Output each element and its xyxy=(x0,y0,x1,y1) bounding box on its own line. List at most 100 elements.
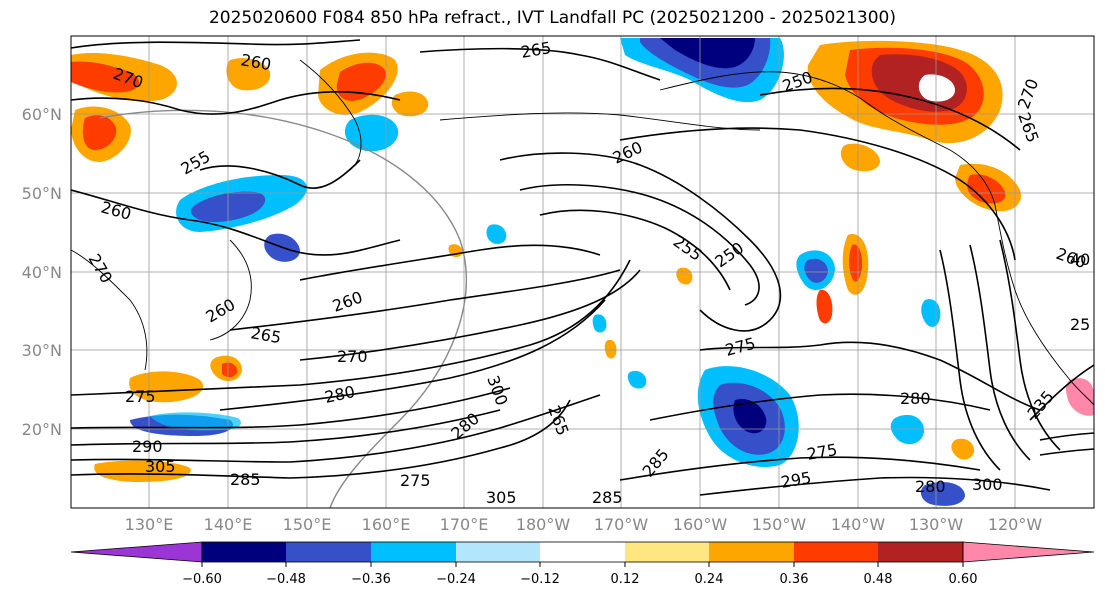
shade-alaska-white-hole xyxy=(918,74,955,102)
coast-alaska xyxy=(659,71,996,206)
shade-baja-blue xyxy=(920,482,965,506)
lon-label: 160°E xyxy=(362,515,411,534)
colorbar-tick-labels: −0.60 −0.48 −0.36 −0.24 −0.12 0.12 0.24 … xyxy=(182,572,977,587)
contour-eastpac-vertical-1 xyxy=(939,249,1001,471)
contour-250-east xyxy=(759,87,1021,151)
lon-label: 120°W xyxy=(988,515,1043,534)
contour-coast-1 xyxy=(1039,432,1094,441)
contour-305 xyxy=(71,399,571,479)
contour-295-east xyxy=(699,476,1051,496)
shade-mexico-pink xyxy=(1065,378,1094,416)
colorbar-tick-label: 0.60 xyxy=(949,572,978,587)
shade-philippine-orange xyxy=(129,371,204,403)
colorbar-tick-label: −0.24 xyxy=(436,572,476,587)
coast-japan xyxy=(209,239,252,341)
contour-285-east xyxy=(619,456,981,481)
contour-label: 270 xyxy=(337,347,368,366)
contour-label: 25 xyxy=(1070,315,1090,334)
lat-label: 60°N xyxy=(22,105,62,124)
lon-label: 160°W xyxy=(673,515,728,534)
contour-260-mid xyxy=(299,244,601,281)
lon-label: 150°E xyxy=(283,515,332,534)
shade-kuril-blue xyxy=(344,114,399,152)
shade-philippine-lightblue xyxy=(150,412,241,431)
contour-255-kamchatka xyxy=(199,159,361,189)
colorbar-extend-right xyxy=(962,541,1095,563)
colorbar-tick-label: −0.48 xyxy=(266,572,306,587)
contour-trough-1 xyxy=(499,152,782,332)
shade-sakhalin-orange xyxy=(226,58,271,91)
coast-aleutians xyxy=(439,112,761,131)
contour-eastpac-vertical-2 xyxy=(969,244,1031,461)
lon-label: 180°W xyxy=(516,515,571,534)
lon-label: 130°W xyxy=(909,515,964,534)
lat-label: 50°N xyxy=(22,184,62,203)
contour-eastpac-vertical-3 xyxy=(999,239,1061,451)
shade-hawaii-navy xyxy=(733,398,767,434)
colorbar-tick-label: −0.60 xyxy=(182,572,222,587)
contour-label: 275 xyxy=(400,471,431,490)
lon-label: 150°W xyxy=(752,515,807,534)
shade-sw-blue xyxy=(890,414,925,445)
contour-trough-3 xyxy=(539,209,731,291)
colorbar-segment xyxy=(878,542,963,562)
contour-trough-2 xyxy=(519,184,760,306)
contour-label: 305 xyxy=(145,457,176,476)
shade-mid-orange xyxy=(816,289,833,324)
shade-east-medblue xyxy=(804,258,828,283)
shade-small-blue-3 xyxy=(627,370,647,389)
colorbar-tick-label: 0.48 xyxy=(864,572,893,587)
lat-label: 40°N xyxy=(22,263,62,282)
colorbar-segment xyxy=(371,542,456,562)
lon-label: 140°E xyxy=(204,515,253,534)
shade-gulf-orange xyxy=(840,143,880,172)
shade-small-blue-1 xyxy=(486,224,507,244)
colorbar: −0.60 −0.48 −0.36 −0.24 −0.12 0.12 0.24 … xyxy=(70,541,1095,587)
shaded-regions xyxy=(71,38,1094,506)
coast-na-west xyxy=(994,204,1094,406)
contour-270-mid xyxy=(299,269,641,361)
contour-280-east xyxy=(649,393,991,421)
contour-label: 40 xyxy=(1070,250,1090,269)
colorbar-tick-label: −0.36 xyxy=(351,572,391,587)
colorbar-segment xyxy=(456,542,540,562)
lon-label: 170°E xyxy=(440,515,489,534)
colorbar-segment xyxy=(540,542,625,562)
colorbar-tick-label: −0.12 xyxy=(520,572,560,587)
colorbar-segment xyxy=(202,542,286,562)
shade-small-blue-2 xyxy=(592,314,607,333)
shade-kuril-orange xyxy=(391,91,429,117)
contour-265-north xyxy=(419,47,661,81)
shade-marianas-red xyxy=(222,362,238,378)
shade-seast-blue xyxy=(921,299,941,327)
shade-bering-navy xyxy=(660,38,755,69)
contour-275 xyxy=(71,259,631,396)
contour-label: 290 xyxy=(132,437,163,456)
contour-label: 300 xyxy=(972,475,1003,494)
longitude-labels: 130°E 140°E 150°E 160°E 170°E 180°W 170°… xyxy=(125,515,1043,534)
coast-kamchatka xyxy=(299,59,362,171)
contour-280 xyxy=(219,299,606,411)
colorbar-outline xyxy=(201,541,964,563)
contour-label: 285 xyxy=(592,488,623,507)
coastlines xyxy=(71,59,1094,406)
coast-asia xyxy=(71,249,148,371)
contour-270-north xyxy=(71,39,361,49)
shade-okhotsk-red xyxy=(71,61,140,93)
contour-260-east xyxy=(619,127,1016,261)
contour-label: 305 xyxy=(486,488,517,507)
colorbar-ticks xyxy=(201,562,964,567)
colorbar-segment xyxy=(286,542,371,562)
contour-235-coast xyxy=(1029,364,1094,421)
contour-300 xyxy=(71,394,601,463)
great-circle-arc xyxy=(99,109,467,508)
graticule xyxy=(71,36,1094,508)
map-title: 2025020600 F084 850 hPa refract., IVT La… xyxy=(208,8,896,28)
colorbar-extend-left xyxy=(70,541,203,563)
contour-label: 280 xyxy=(915,477,946,496)
shade-baja-orange xyxy=(951,438,975,460)
latitude-labels: 60°N 50°N 40°N 30°N 20°N xyxy=(22,105,62,439)
refractivity-contours xyxy=(71,39,1094,496)
lon-label: 140°W xyxy=(831,515,886,534)
